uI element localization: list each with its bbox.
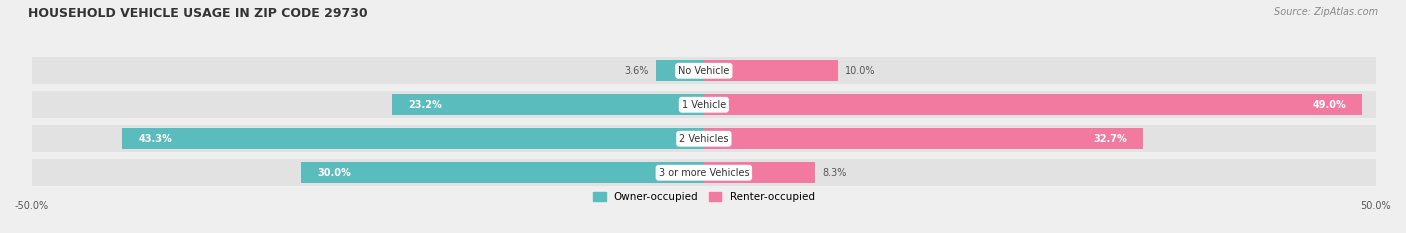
Bar bbox=[392, 94, 704, 115]
Text: 3.6%: 3.6% bbox=[624, 66, 648, 76]
Text: 30.0%: 30.0% bbox=[316, 168, 350, 178]
Text: 32.7%: 32.7% bbox=[1094, 134, 1128, 144]
Text: HOUSEHOLD VEHICLE USAGE IN ZIP CODE 29730: HOUSEHOLD VEHICLE USAGE IN ZIP CODE 2973… bbox=[28, 7, 368, 20]
Bar bbox=[32, 125, 1375, 152]
Text: 2 Vehicles: 2 Vehicles bbox=[679, 134, 728, 144]
Text: No Vehicle: No Vehicle bbox=[678, 66, 730, 76]
Text: 1 Vehicle: 1 Vehicle bbox=[682, 100, 725, 110]
Text: 10.0%: 10.0% bbox=[845, 66, 876, 76]
Bar bbox=[122, 128, 704, 149]
Legend: Owner-occupied, Renter-occupied: Owner-occupied, Renter-occupied bbox=[591, 189, 818, 205]
Bar bbox=[704, 162, 815, 183]
Text: 3 or more Vehicles: 3 or more Vehicles bbox=[658, 168, 749, 178]
Bar bbox=[32, 159, 1375, 186]
Bar bbox=[655, 60, 704, 81]
Bar bbox=[301, 162, 704, 183]
Text: Source: ZipAtlas.com: Source: ZipAtlas.com bbox=[1274, 7, 1378, 17]
Text: 43.3%: 43.3% bbox=[138, 134, 172, 144]
Bar bbox=[704, 60, 838, 81]
Bar bbox=[704, 94, 1362, 115]
Text: 8.3%: 8.3% bbox=[823, 168, 846, 178]
Text: 49.0%: 49.0% bbox=[1312, 100, 1346, 110]
Bar bbox=[32, 57, 1375, 84]
Bar bbox=[704, 128, 1143, 149]
Text: 23.2%: 23.2% bbox=[408, 100, 441, 110]
Bar bbox=[32, 91, 1375, 118]
